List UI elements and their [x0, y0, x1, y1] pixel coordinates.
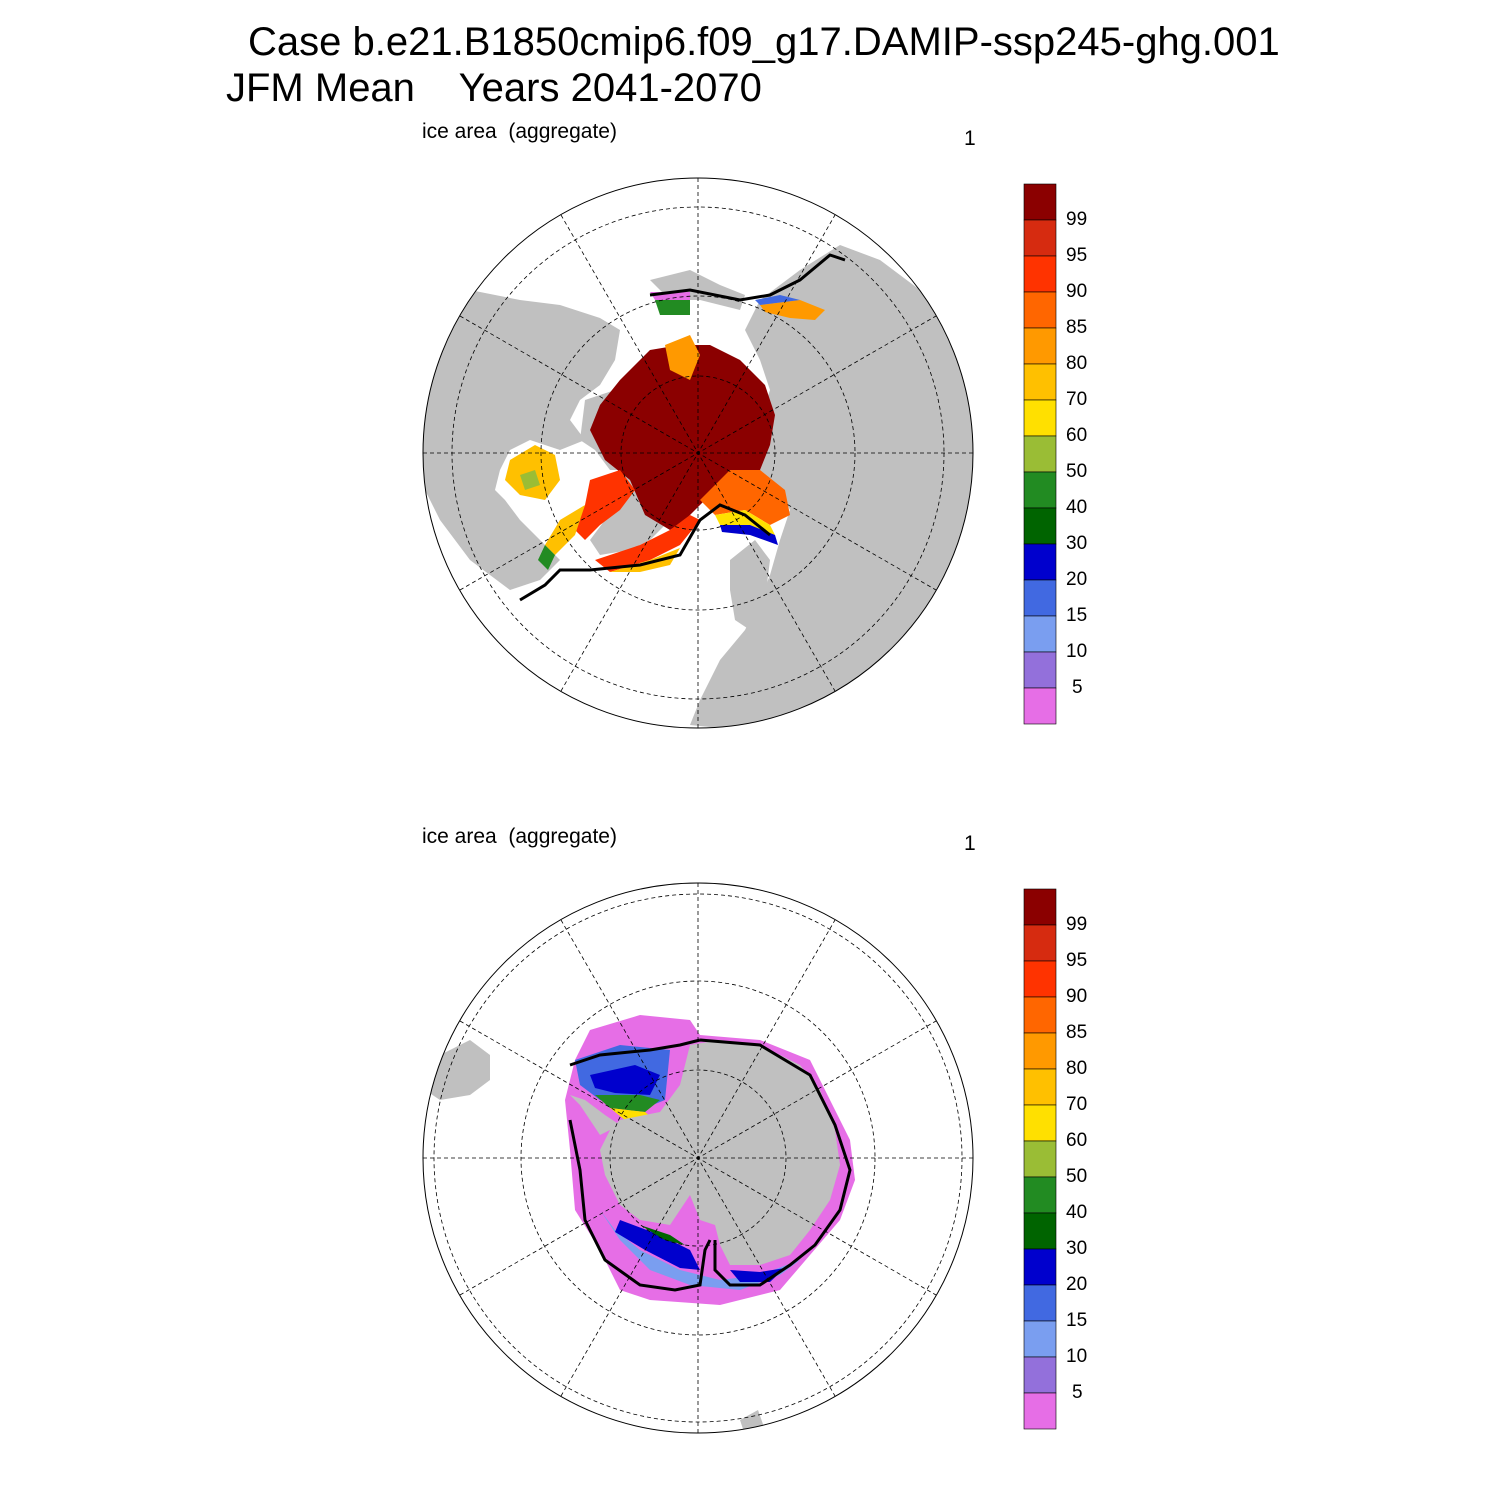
figure-title-case: Case b.e21.B1850cmip6.f09_g17.DAMIP-ssp2… [248, 20, 1280, 64]
colorbar-box-8 [1023, 1176, 1057, 1214]
colorbar-box-10 [1023, 1248, 1057, 1286]
graticule-north [423, 178, 973, 728]
colorbar-box-8 [1023, 471, 1057, 509]
colorbar-label: 10 [1066, 1346, 1088, 1367]
colorbar-label: 99 [1066, 209, 1088, 230]
south-panel-title: ice area (aggregate) [422, 825, 617, 848]
ice-okhotsk-blue [755, 295, 800, 305]
colorbar-label: 70 [1066, 1094, 1088, 1115]
colorbar-box-9 [1023, 1212, 1057, 1250]
colorbar-label: 15 [1066, 605, 1088, 626]
ice-weddell-rings-dark [590, 1065, 660, 1095]
colorbar-label: 20 [1066, 569, 1088, 590]
ice-barents-edge [700, 470, 790, 525]
north-map-border [422, 177, 974, 729]
colorbar-box-3 [1023, 996, 1057, 1034]
graticule-south [423, 883, 973, 1433]
colorbar-box-13 [1023, 1356, 1057, 1394]
colorbar-box-4 [1023, 327, 1057, 365]
land-antarctic-peninsula [570, 1095, 620, 1135]
colorbar-label: 40 [1066, 1202, 1088, 1223]
ice-weddell-green [595, 1095, 660, 1112]
colorbar-label: 95 [1066, 950, 1088, 971]
colorbar-label: 50 [1066, 461, 1088, 482]
colorbar-box-0 [1023, 888, 1057, 926]
south-map-border [422, 882, 974, 1434]
ice-edge-contour-south [568, 1038, 852, 1292]
colorbar-label: 80 [1066, 353, 1088, 374]
ice-barents-edge-blue [720, 525, 778, 545]
colorbar-box-0 [1023, 183, 1057, 221]
colorbar-label: 60 [1066, 1130, 1088, 1151]
north-panel-index: 1 [964, 127, 976, 150]
colorbar-label: 40 [1066, 497, 1088, 518]
colorbar-label: 85 [1066, 1022, 1088, 1043]
colorbar-box-14 [1023, 687, 1057, 725]
colorbar-box-5 [1023, 363, 1057, 401]
colorbar-label: 10 [1066, 641, 1088, 662]
colorbar-label: 85 [1066, 317, 1088, 338]
ice-greenland-east [595, 515, 700, 572]
ice-ross-blue [615, 1220, 700, 1270]
colorbar-box-6 [1023, 1104, 1057, 1142]
ice-hudson-bay-green [520, 470, 540, 490]
colorbar-north [1023, 183, 1057, 725]
figure-title-period: JFM Mean Years 2041-2070 [226, 66, 762, 110]
colorbar-box-2 [1023, 960, 1057, 998]
colorbar-label: 80 [1066, 1058, 1088, 1079]
land-antarctica [600, 1040, 840, 1265]
colorbar-box-12 [1023, 615, 1057, 653]
colorbar-box-11 [1023, 1284, 1057, 1322]
colorbar-label: 50 [1066, 1166, 1088, 1187]
colorbar-box-5 [1023, 1068, 1057, 1106]
ice-greenland-east-yellow [610, 548, 680, 572]
colorbar-label: 95 [1066, 245, 1088, 266]
colorbar-box-7 [1023, 1140, 1057, 1178]
south-panel-index: 1 [964, 832, 976, 855]
colorbar-box-14 [1023, 1392, 1057, 1430]
ice-south-lavender [600, 1210, 800, 1290]
colorbar-box-11 [1023, 579, 1057, 617]
ice-ross-green [640, 1225, 685, 1245]
colorbar-box-1 [1023, 219, 1057, 257]
ice-baffin-labrador [575, 470, 635, 540]
ice-okhotsk [760, 300, 825, 320]
ice-edge-contour-north [519, 253, 846, 602]
colorbar-label: 30 [1066, 533, 1088, 554]
colorbar-label: 70 [1066, 389, 1088, 410]
arctic-map [423, 178, 973, 728]
land-eurasia [690, 245, 973, 728]
antarctic-map [423, 883, 973, 1433]
colorbar-box-1 [1023, 924, 1057, 962]
colorbar-box-12 [1023, 1320, 1057, 1358]
colorbar-label: 15 [1066, 1310, 1088, 1331]
colorbar-label: 20 [1066, 1274, 1088, 1295]
land-scandinavia [730, 540, 770, 630]
ice-chukchi [665, 335, 700, 380]
colorbar-box-9 [1023, 507, 1057, 545]
colorbar-label: 99 [1066, 914, 1088, 935]
colorbar-box-2 [1023, 255, 1057, 293]
colorbar-label: 90 [1066, 986, 1088, 1007]
colorbar-box-10 [1023, 543, 1057, 581]
colorbar-box-3 [1023, 291, 1057, 329]
north-panel-title: ice area (aggregate) [422, 120, 617, 143]
colorbar-box-4 [1023, 1032, 1057, 1070]
colorbar-label: 30 [1066, 1238, 1088, 1259]
colorbar-label: 5 [1072, 1382, 1083, 1403]
colorbar-box-7 [1023, 435, 1057, 473]
ice-bering [655, 300, 690, 315]
colorbar-box-13 [1023, 651, 1057, 689]
colorbar-box-6 [1023, 399, 1057, 437]
colorbar-label: 5 [1072, 677, 1083, 698]
colorbar-south [1023, 888, 1057, 1430]
ice-labrador-green [538, 545, 555, 570]
land-north-america-north [423, 290, 620, 590]
colorbar-label: 90 [1066, 281, 1088, 302]
colorbar-label: 60 [1066, 425, 1088, 446]
